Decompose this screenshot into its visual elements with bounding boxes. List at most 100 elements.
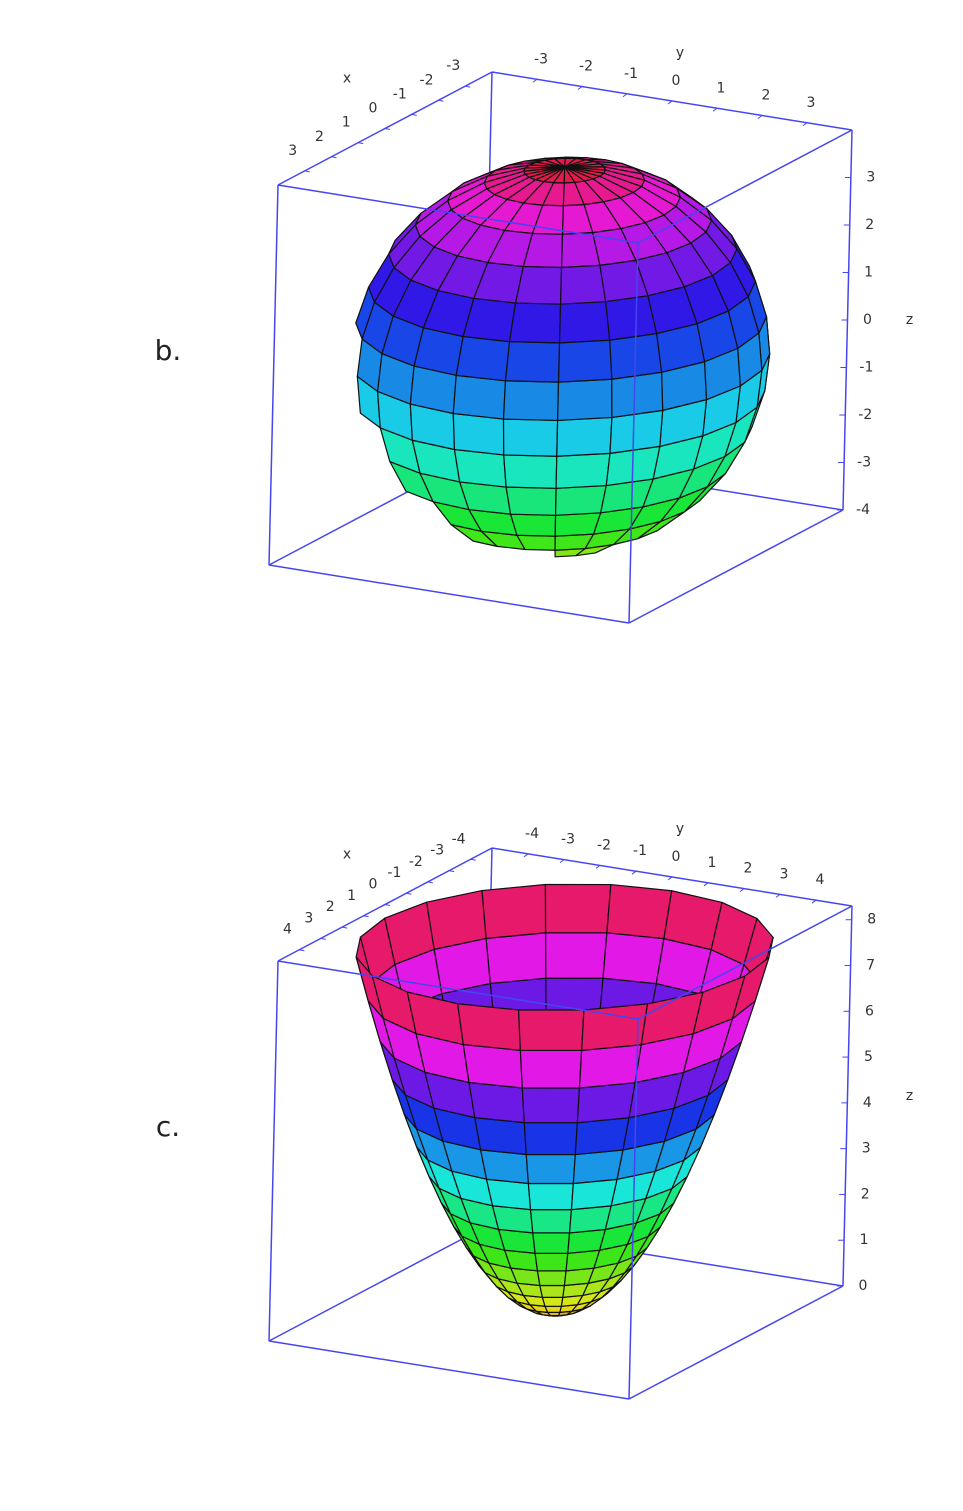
tick-mark — [667, 100, 673, 105]
x-tick-label: 3 — [304, 910, 313, 926]
surface-patch — [452, 374, 507, 420]
tick-mark — [775, 894, 781, 898]
z-tick-label: 7 — [866, 958, 875, 974]
tick-mark — [622, 93, 628, 98]
x-tick-label: 2 — [315, 129, 324, 145]
surface-patch — [544, 1305, 562, 1313]
surface-patch — [572, 1149, 624, 1185]
box-edge — [268, 1340, 630, 1400]
surface-patch — [468, 1081, 525, 1124]
box-edge — [628, 1018, 639, 1400]
tick-mark — [438, 99, 444, 102]
surface-patch — [578, 1044, 642, 1089]
surface-patch — [480, 1149, 529, 1185]
x-tick-label: 1 — [347, 888, 356, 904]
tick-mark — [363, 915, 369, 918]
tick-mark — [331, 156, 337, 159]
y-tick-label: -2 — [579, 59, 593, 75]
surface-patch — [544, 883, 612, 934]
surface-patch — [452, 412, 505, 456]
surface-patch — [555, 452, 611, 489]
x-tick-label: 3 — [288, 143, 297, 159]
tick-mark — [712, 107, 718, 112]
z-tick-label: 1 — [860, 1232, 869, 1248]
surface-patch — [523, 1122, 578, 1156]
surface-patch — [508, 302, 562, 344]
tick-mark — [811, 899, 817, 904]
y-tick-label: -4 — [525, 826, 539, 842]
y-tick-label: -3 — [534, 51, 548, 67]
box-edge — [277, 960, 639, 1020]
z-tick-label: 4 — [863, 1095, 872, 1111]
z-tick-label: 3 — [866, 170, 875, 186]
x-tick-label: -3 — [430, 843, 444, 859]
y-tick-label: -2 — [597, 837, 611, 853]
surface-patch — [457, 1003, 521, 1051]
y-tick-label: -3 — [561, 832, 575, 848]
x-tick-label: 0 — [369, 101, 378, 117]
tick-mark — [342, 926, 348, 929]
surface-patch — [536, 1270, 567, 1287]
surface-patch — [525, 1153, 576, 1185]
tick-mark — [320, 937, 326, 940]
tick-mark — [523, 853, 529, 858]
tick-mark — [449, 870, 455, 873]
tick-mark — [703, 882, 709, 887]
surface-patch — [509, 513, 557, 537]
tick-mark — [465, 85, 471, 88]
z-tick-label: 0 — [859, 1278, 868, 1294]
y-tick-label: 1 — [708, 855, 717, 871]
z-tick-label: 6 — [865, 1003, 874, 1019]
surface-patch — [544, 932, 608, 979]
y-axis-title: y — [676, 45, 684, 61]
surface-patch — [455, 335, 511, 382]
panel-label: c. — [156, 1110, 180, 1143]
surface-patch — [581, 1003, 649, 1052]
surface-patch — [474, 1117, 527, 1156]
x-tick-label: -1 — [387, 865, 401, 881]
surface-patch — [514, 265, 563, 305]
x-tick-label: -2 — [420, 72, 434, 88]
surface-patch — [503, 454, 558, 489]
surface-patch — [576, 1082, 636, 1124]
tick-mark — [559, 859, 565, 863]
z-tick-label: 2 — [861, 1186, 870, 1202]
x-tick-label: 4 — [283, 922, 292, 938]
tick-mark — [595, 865, 601, 869]
tick-mark — [427, 881, 433, 884]
z-tick-label: -1 — [859, 360, 873, 376]
z-tick-label: 3 — [862, 1141, 871, 1157]
x-tick-label: 0 — [369, 877, 378, 893]
box-edge — [268, 184, 279, 566]
surface-patch — [521, 1087, 581, 1124]
z-tick-label: 5 — [864, 1049, 873, 1065]
z-tick-label: 0 — [863, 312, 872, 328]
surface-patch — [534, 1252, 569, 1272]
surface-patch — [481, 883, 547, 940]
tick-mark — [406, 892, 412, 895]
surface-patch — [485, 932, 547, 985]
tick-mark — [384, 904, 391, 906]
x-axis-title: x — [343, 71, 351, 87]
box-edge — [637, 129, 853, 244]
surface-patch — [554, 484, 607, 516]
tick-mark — [631, 870, 637, 875]
surface-patch — [502, 380, 560, 422]
tick-mark — [739, 888, 745, 892]
surface-patch — [425, 889, 487, 950]
surface-patch — [539, 1284, 566, 1298]
surface-patch — [527, 1182, 574, 1211]
x-tick-label: 1 — [342, 115, 351, 131]
tick-mark — [304, 170, 310, 173]
tick-mark — [470, 858, 476, 861]
y-tick-label: 2 — [744, 861, 753, 877]
y-tick-label: 2 — [762, 88, 771, 104]
z-axis-title: z — [906, 312, 913, 328]
y-tick-label: 3 — [807, 95, 816, 111]
z-tick-label: 1 — [864, 265, 873, 281]
x-tick-label: 2 — [326, 899, 335, 915]
surface-patch — [559, 264, 607, 305]
surface-patch — [504, 341, 561, 383]
x-tick-label: -3 — [446, 58, 460, 74]
